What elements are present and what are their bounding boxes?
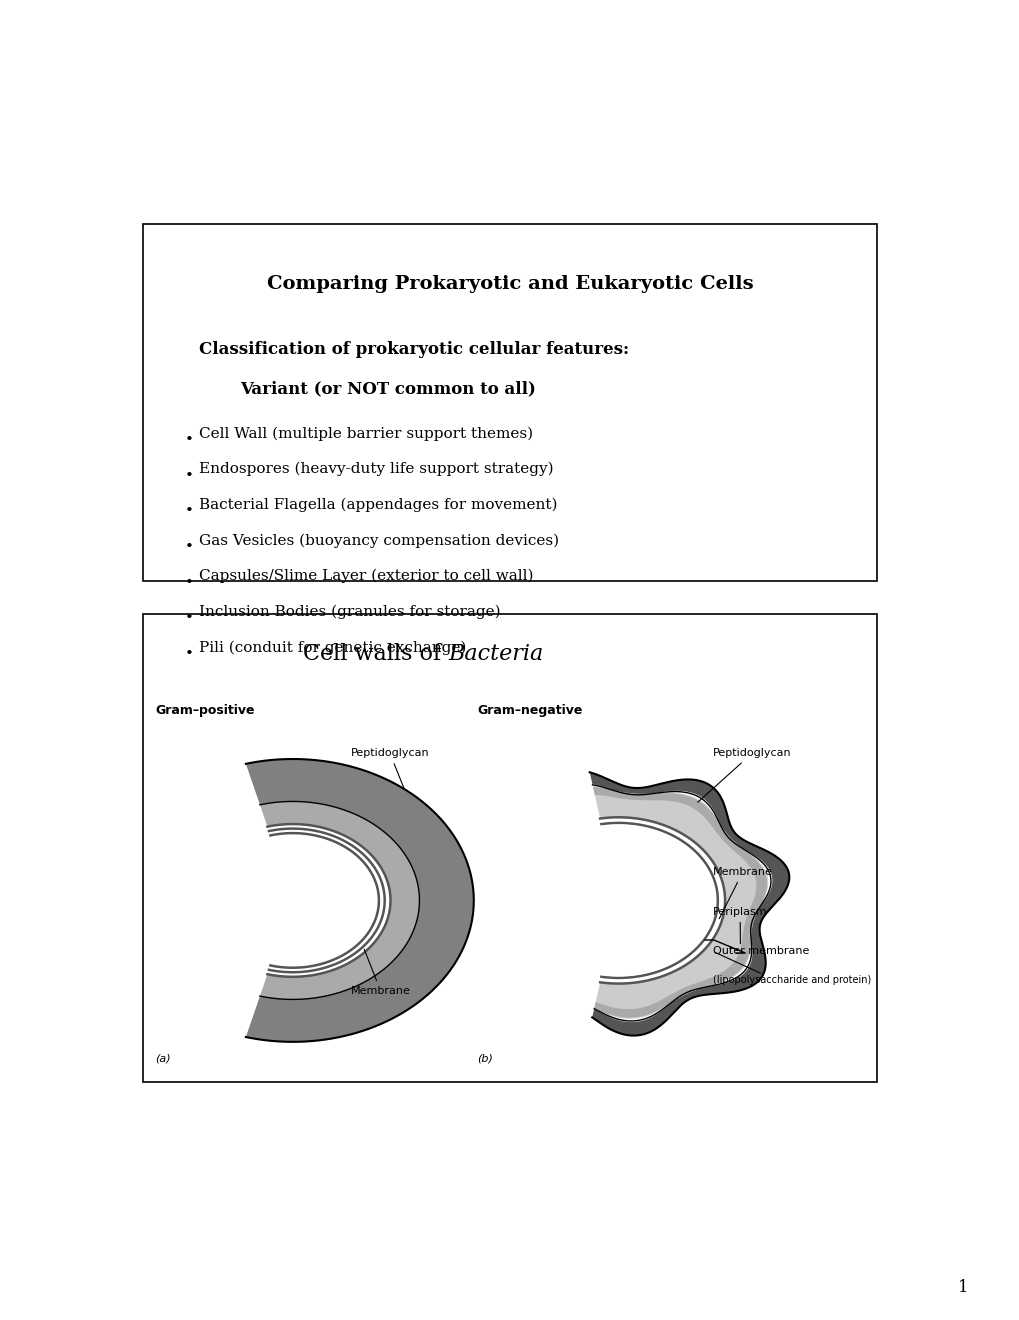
Text: Outer membrane: Outer membrane bbox=[712, 946, 808, 957]
Text: Periplasm: Periplasm bbox=[712, 907, 766, 944]
Text: Gram–positive: Gram–positive bbox=[155, 704, 255, 717]
Text: Peptidoglycan: Peptidoglycan bbox=[697, 748, 791, 803]
Text: •: • bbox=[184, 647, 193, 661]
Text: Cell Wall (multiple barrier support themes): Cell Wall (multiple barrier support them… bbox=[199, 426, 533, 441]
Text: Gram–negative: Gram–negative bbox=[477, 704, 582, 717]
Text: (lipopolysaccharide and protein): (lipopolysaccharide and protein) bbox=[712, 974, 870, 985]
Text: Pili (conduit for genetic exchange): Pili (conduit for genetic exchange) bbox=[199, 640, 466, 655]
Text: •: • bbox=[184, 576, 193, 590]
Text: Peptidoglycan: Peptidoglycan bbox=[351, 748, 429, 789]
Text: Bacterial Flagella (appendages for movement): Bacterial Flagella (appendages for movem… bbox=[199, 498, 556, 512]
Text: •: • bbox=[184, 469, 193, 483]
Text: Bacteria: Bacteria bbox=[447, 643, 543, 665]
Text: (a): (a) bbox=[155, 1053, 170, 1064]
Text: (b): (b) bbox=[477, 1053, 493, 1064]
Text: Cell walls of: Cell walls of bbox=[303, 643, 447, 665]
Text: Gas Vesicles (buoyancy compensation devices): Gas Vesicles (buoyancy compensation devi… bbox=[199, 533, 558, 548]
Text: Comparing Prokaryotic and Eukaryotic Cells: Comparing Prokaryotic and Eukaryotic Cel… bbox=[266, 275, 753, 293]
Text: Membrane: Membrane bbox=[351, 949, 411, 997]
Polygon shape bbox=[260, 801, 419, 999]
Text: Variant (or NOT common to all): Variant (or NOT common to all) bbox=[239, 380, 535, 397]
Text: •: • bbox=[184, 611, 193, 626]
FancyBboxPatch shape bbox=[143, 224, 876, 581]
Polygon shape bbox=[592, 787, 766, 1018]
Text: Capsules/Slime Layer (exterior to cell wall): Capsules/Slime Layer (exterior to cell w… bbox=[199, 569, 533, 583]
Polygon shape bbox=[271, 834, 376, 966]
FancyBboxPatch shape bbox=[143, 614, 876, 1082]
Polygon shape bbox=[589, 772, 789, 1036]
Text: •: • bbox=[184, 540, 193, 554]
Text: •: • bbox=[184, 433, 193, 447]
Text: Classification of prokaryotic cellular features:: Classification of prokaryotic cellular f… bbox=[199, 341, 629, 358]
Text: •: • bbox=[184, 504, 193, 519]
Text: Inclusion Bodies (granules for storage): Inclusion Bodies (granules for storage) bbox=[199, 605, 500, 619]
Polygon shape bbox=[601, 825, 714, 975]
Polygon shape bbox=[592, 787, 767, 1019]
Text: 1: 1 bbox=[958, 1279, 968, 1296]
Text: Endospores (heavy-duty life support strategy): Endospores (heavy-duty life support stra… bbox=[199, 462, 553, 477]
Polygon shape bbox=[246, 759, 473, 1041]
Text: Membrane: Membrane bbox=[712, 867, 772, 919]
